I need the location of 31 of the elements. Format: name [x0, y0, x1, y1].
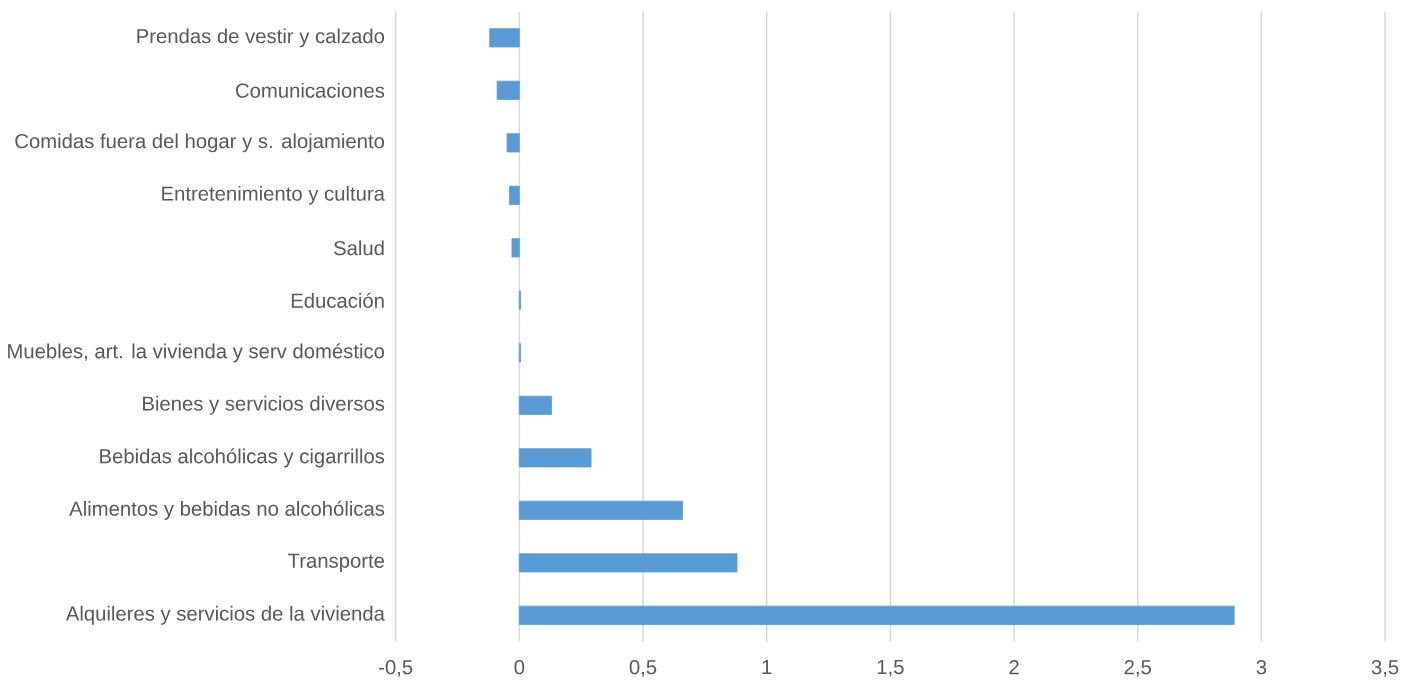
x-tick-label: 2: [1009, 659, 1019, 675]
bar: [509, 185, 520, 205]
x-tick-label: 0: [514, 659, 525, 675]
x-tick-label: 0,5: [629, 659, 657, 677]
bar: [518, 553, 738, 573]
y-tick-label: Transporte: [288, 553, 385, 572]
y-tick-label: Entretenimiento y cultura: [162, 185, 385, 205]
x-tick-label: 3: [1256, 659, 1267, 675]
bar: [511, 238, 520, 258]
bar: [489, 28, 520, 48]
x-tick-label: 2,5: [1124, 659, 1151, 677]
bar: [518, 500, 683, 520]
x-tick-label: 1: [762, 659, 772, 674]
y-tick-label: Alimentos y bebidas no alcohólicas: [69, 500, 385, 520]
x-tick-label: 1,5: [877, 659, 904, 677]
y-tick-label: Prendas de vestir y calzado: [137, 28, 385, 48]
bar: [518, 448, 592, 468]
y-tick-label: Comidas fuera del hogar y s. alojamiento: [15, 133, 385, 153]
bar: [496, 80, 520, 100]
x-tick-label: 3,5: [1371, 659, 1399, 677]
x-tick-label: -0,5: [379, 659, 413, 677]
y-tick-label: Bebidas alcohólicas y cigarrillos: [100, 448, 385, 468]
bar: [518, 395, 552, 415]
y-tick-label: Alquileres y servicios de la vivienda: [65, 605, 385, 625]
y-tick-label: Muebles, art. la vivienda y serv doméstico: [8, 343, 385, 363]
y-tick-label: Comunicaciones: [236, 82, 385, 98]
bar: [518, 605, 1235, 625]
bar: [506, 133, 520, 153]
y-tick-label: Bienes y servicios diversos: [143, 395, 385, 415]
y-tick-label: Salud: [334, 240, 384, 256]
y-tick-label: Educación: [291, 292, 384, 308]
